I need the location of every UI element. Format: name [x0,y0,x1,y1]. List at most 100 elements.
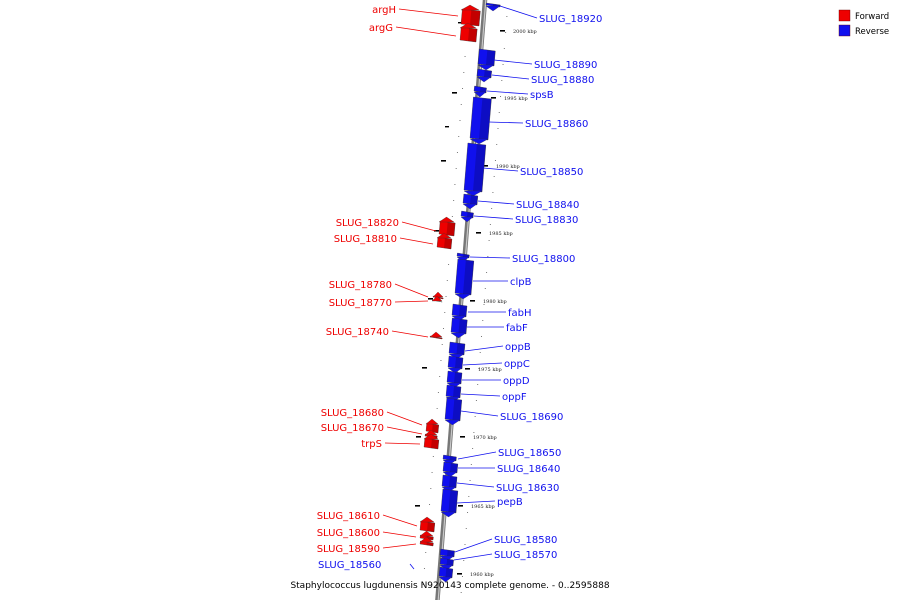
guide-dot [478,368,480,369]
guide-dot [484,288,486,289]
guide-dot [460,592,462,593]
guide-dot [480,336,482,337]
minor-tick-mark [445,126,449,128]
guide-dot [439,376,441,377]
ruler-tick-label: 1970 kbp [473,435,497,441]
gene-arrow-head [438,576,453,583]
guide-dot [461,576,463,577]
ruler-tick-label: 1995 kbp [504,96,528,102]
leader-line [395,26,457,37]
minor-tick-mark [415,505,420,507]
minor-tick-mark [428,298,433,300]
guide-dot [448,264,450,265]
reverse-gene[interactable] [445,384,462,399]
reverse-gene[interactable] [440,488,459,514]
ruler-tick [483,165,488,167]
reverse-gene[interactable] [476,68,492,79]
leader-line [456,482,495,488]
guide-dot [442,328,444,329]
forward-gene[interactable] [425,422,439,434]
gene-arrow-head [423,433,439,440]
guide-dot [467,512,469,513]
guide-dot [491,208,493,209]
guide-dot [440,360,442,361]
guide-dot [486,272,488,273]
guide-dot [500,96,502,97]
leader-line [491,74,530,80]
gene-arrow-head [444,419,461,426]
forward-gene-label: SLUG_18810 [334,234,397,245]
reverse-gene[interactable] [460,210,474,219]
guide-dot [429,504,431,505]
guide-dot [468,496,470,497]
leader-line [394,300,429,303]
reverse-gene[interactable] [446,370,463,385]
reverse-gene[interactable] [438,566,454,579]
reverse-gene[interactable] [448,341,466,356]
gene-arrow-head [460,216,474,223]
reverse-gene[interactable] [442,454,457,462]
minor-tick-mark [441,160,446,162]
reverse-gene[interactable] [439,548,455,558]
reverse-gene-label: oppF [502,392,527,403]
guide-dot [483,304,485,305]
reverse-gene[interactable] [473,85,487,94]
ruler-tick-label: 1965 kbp [471,504,495,510]
guide-dot [446,280,448,281]
minor-tick-mark [422,367,427,369]
reverse-gene[interactable] [439,557,454,567]
guide-dot [463,560,465,561]
forward-gene[interactable] [459,26,478,43]
gene-arrow-head [473,91,487,98]
leader-line [398,8,459,17]
reverse-gene[interactable] [477,48,496,67]
leader-line [453,553,493,561]
forward-gene[interactable] [436,236,453,250]
guide-dot [489,224,491,225]
gene-arrow-head [462,203,478,210]
minor-tick-mark [434,230,439,232]
reverse-gene[interactable] [469,96,492,141]
reverse-gene[interactable] [441,474,458,489]
reverse-gene[interactable] [447,355,464,370]
forward-gene[interactable] [423,437,440,450]
guide-dot [470,464,472,465]
reverse-gene-label: SLUG_18640 [497,464,560,475]
guide-dot [464,544,466,545]
leader-line [486,90,529,95]
gene-arrow-head [419,536,434,543]
forward-gene[interactable] [460,8,481,27]
forward-gene[interactable] [419,520,436,533]
forward-gene[interactable] [438,220,456,237]
gene-arrow-head [440,511,457,518]
reverse-gene-label: SLUG_18880 [531,75,594,86]
reverse-gene[interactable] [450,317,468,335]
guide-dot [498,112,500,113]
ruler-tick [476,232,481,234]
guide-dot [493,176,495,177]
gene-arrow-head [436,232,452,239]
gene-arrow-head [450,332,467,339]
leader-line [488,121,524,124]
genome-caption: Staphylococcus lugdunensis N920143 compl… [290,581,609,591]
reverse-gene[interactable] [454,258,475,296]
guide-dot [441,344,443,345]
reverse-gene-label: SLUG_18830 [515,215,578,226]
reverse-gene[interactable] [462,193,479,206]
guide-dot [425,552,427,553]
forward-gene-label: SLUG_18770 [329,298,392,309]
forward-gene[interactable] [419,540,434,547]
guide-dot [477,384,479,385]
reverse-gene[interactable] [451,303,468,318]
guide-dot [482,320,484,321]
reverse-gene[interactable] [463,142,487,193]
reverse-gene[interactable] [444,397,463,422]
forward-gene-label: SLUG_18820 [336,218,399,229]
reverse-gene-label: oppB [505,342,531,353]
gene-arrow-head [447,367,463,374]
gene-arrow-head [419,530,434,537]
reverse-gene[interactable] [442,461,459,474]
gene-arrow-head [485,5,501,12]
